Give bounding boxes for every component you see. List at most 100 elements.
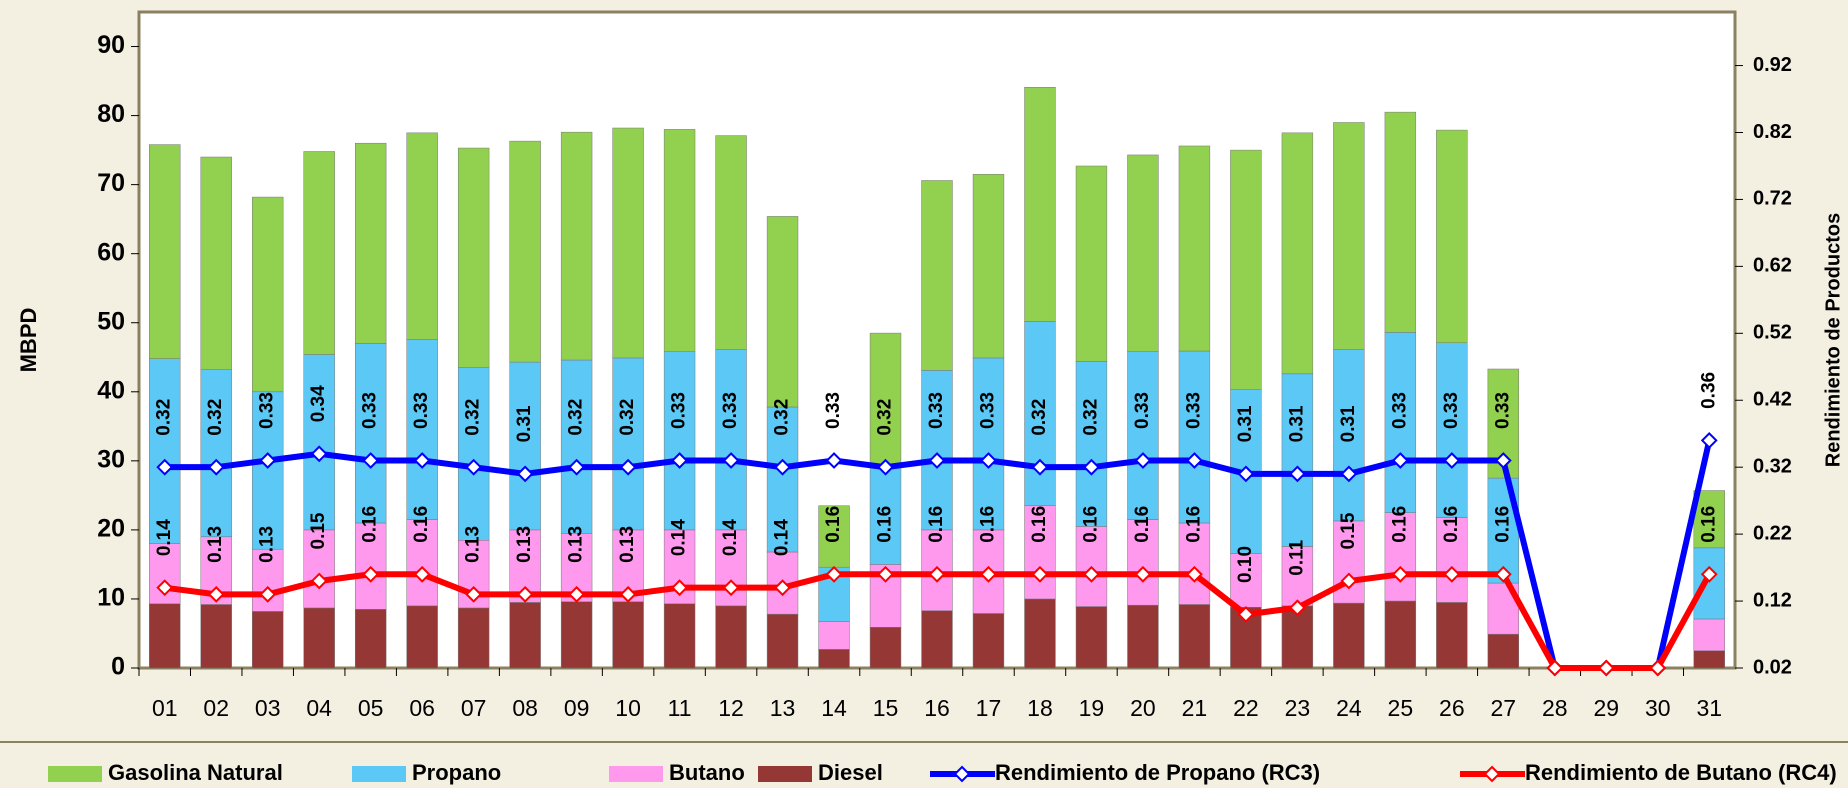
- x-tick-label: 04: [306, 695, 332, 721]
- bar-segment: [972, 613, 1005, 669]
- data-label: 0.16: [1029, 506, 1050, 543]
- x-tick-label: 19: [1079, 695, 1105, 721]
- line-marker: [619, 585, 637, 603]
- legend-label: Rendimiento de Butano (RC4): [1525, 760, 1837, 785]
- bar-segment: [406, 132, 438, 340]
- data-label: 0.34: [308, 385, 329, 422]
- legend-marker: [1483, 765, 1501, 783]
- data-label: 0.33: [1389, 392, 1410, 429]
- x-tick-label: 12: [718, 695, 744, 721]
- data-label: 0.16: [1492, 506, 1513, 543]
- data-label: 0.33: [257, 392, 278, 429]
- bar-segment: [612, 127, 644, 359]
- bar-segment: [921, 180, 953, 371]
- data-label: 0.14: [154, 519, 175, 556]
- y2-axis-title: Rendimiento de Productos: [1822, 213, 1844, 467]
- x-tick-label: 23: [1285, 695, 1311, 721]
- bar-segment: [1127, 351, 1159, 520]
- line-marker: [1288, 599, 1306, 617]
- line-marker: [619, 458, 637, 476]
- line-marker: [1134, 452, 1152, 469]
- bar-segment: [972, 174, 1005, 359]
- bar-segment: [869, 467, 902, 565]
- line-marker: [516, 585, 534, 603]
- x-tick-label: 08: [512, 695, 538, 721]
- line-marker: [413, 452, 431, 469]
- data-label: 0.16: [1698, 506, 1719, 543]
- data-label: 0.14: [720, 519, 741, 556]
- y2-tick-label: 0.82: [1753, 121, 1792, 143]
- data-label: 0.36: [1698, 372, 1719, 409]
- line-marker: [774, 458, 791, 476]
- bar-segment: [1436, 129, 1468, 344]
- data-label: 0.13: [257, 526, 278, 563]
- bar-segment: [457, 367, 490, 541]
- bar-segment: [200, 156, 232, 370]
- y-tick-label: 50: [97, 307, 125, 335]
- data-label: 0.31: [1286, 405, 1307, 442]
- bar-segment: [303, 354, 335, 531]
- x-tick-label: 25: [1388, 695, 1414, 721]
- x-tick-label: 13: [770, 695, 796, 721]
- x-tick-label: 05: [358, 695, 384, 721]
- line-marker: [1186, 452, 1203, 469]
- data-label: 0.33: [1492, 392, 1513, 429]
- data-label: 0.13: [566, 526, 587, 563]
- line-marker: [825, 452, 843, 469]
- x-tick-label: 14: [821, 695, 847, 721]
- bar-segment: [1230, 553, 1262, 608]
- bar-segment: [457, 607, 490, 669]
- data-label: 0.33: [926, 392, 947, 429]
- data-label: 0.32: [566, 399, 587, 436]
- line-marker: [1083, 458, 1100, 476]
- bar-segment: [818, 621, 850, 650]
- x-tick-label: 03: [255, 695, 281, 721]
- x-tick-label: 24: [1336, 695, 1362, 721]
- x-tick-label: 18: [1027, 695, 1053, 721]
- line-marker: [362, 452, 380, 469]
- line-marker: [1186, 565, 1203, 583]
- data-label: 0.13: [514, 526, 535, 563]
- bar-segment: [1333, 122, 1365, 350]
- line-marker: [1391, 452, 1409, 469]
- data-label: 0.31: [1338, 405, 1359, 442]
- bar-segment: [354, 343, 387, 524]
- y-tick-label: 30: [97, 445, 125, 473]
- legend-label: Gasolina Natural: [108, 760, 283, 785]
- data-label: 0.14: [669, 519, 690, 556]
- x-tick-label: 29: [1593, 695, 1619, 721]
- data-label: 0.16: [1132, 506, 1153, 543]
- line-marker: [1700, 565, 1718, 583]
- data-label: 0.16: [1183, 506, 1204, 543]
- bar-segment: [612, 357, 644, 531]
- line-marker: [156, 458, 174, 476]
- bar-segment: [1230, 149, 1262, 390]
- data-label: 0.32: [1080, 399, 1101, 436]
- y-tick-label: 90: [97, 31, 125, 59]
- y-tick-label: 0: [111, 653, 125, 681]
- data-label: 0.33: [1132, 392, 1153, 429]
- data-label: 0.16: [1080, 506, 1101, 543]
- line-marker: [465, 585, 483, 603]
- bar-segment: [509, 602, 541, 669]
- legend-marker: [953, 765, 971, 783]
- data-label: 0.15: [1338, 512, 1359, 549]
- x-tick-label: 11: [668, 695, 692, 721]
- y2-tick-label: 0.22: [1753, 522, 1792, 544]
- data-label: 0.32: [1029, 399, 1050, 436]
- line-marker: [980, 565, 997, 583]
- bar-segment: [200, 604, 232, 669]
- bar-segment: [1178, 604, 1211, 669]
- x-tick-label: 28: [1542, 695, 1568, 721]
- y-tick-label: 60: [97, 238, 125, 266]
- bar-segment: [1384, 111, 1417, 333]
- legend-label: Butano: [669, 760, 745, 785]
- bar-segment: [921, 610, 953, 669]
- line-marker: [1494, 565, 1512, 583]
- line-marker: [928, 565, 946, 583]
- y-tick-label: 20: [97, 515, 125, 543]
- bar-segment: [869, 627, 902, 669]
- bar-segment: [149, 144, 181, 359]
- bar-segment: [1178, 350, 1211, 524]
